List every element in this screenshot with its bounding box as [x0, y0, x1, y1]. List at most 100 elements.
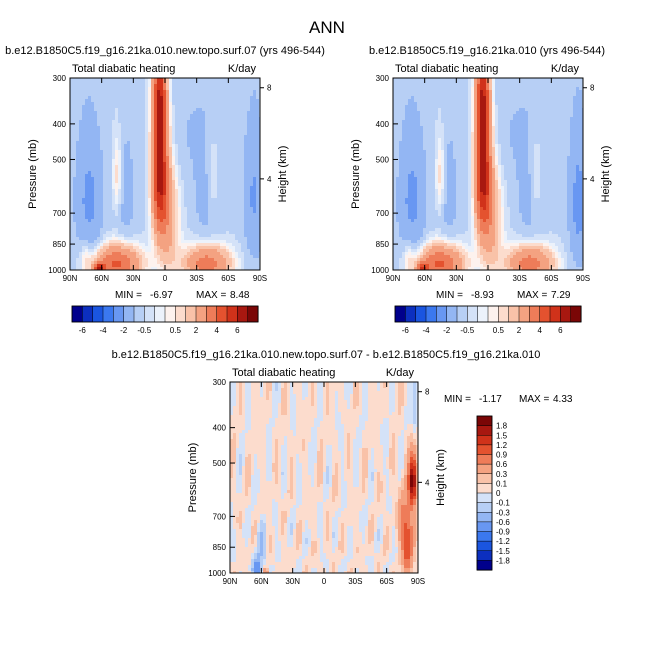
heatmap-cell [408, 144, 412, 148]
heatmap-cell [393, 210, 397, 214]
heatmap-cell [88, 234, 92, 238]
heatmap-cell [136, 186, 140, 190]
heatmap-cell [229, 108, 233, 112]
heatmap-cell [405, 192, 409, 196]
heatmap-cell [166, 81, 170, 85]
heatmap-cell [124, 114, 128, 118]
heatmap-cell [94, 201, 98, 205]
heatmap-cell [411, 258, 415, 262]
heatmap-cell [148, 207, 152, 211]
heatmap-cell [163, 117, 167, 121]
heatmap-cell [172, 135, 176, 139]
heatmap-cell [181, 186, 185, 190]
heatmap-cell [121, 141, 125, 145]
heatmap-cell [423, 255, 427, 259]
heatmap-cell [85, 207, 89, 211]
heatmap-cell [181, 219, 185, 223]
heatmap-cell [414, 195, 418, 199]
heatmap-cell [226, 156, 230, 160]
heatmap-cell [184, 219, 188, 223]
heatmap-cell [82, 189, 86, 193]
heatmap-cell [223, 204, 227, 208]
heatmap-cell [88, 222, 92, 226]
heatmap-cell [399, 111, 403, 115]
heatmap-cell [229, 240, 233, 244]
heatmap-cell [70, 147, 74, 151]
heatmap-cell [226, 87, 230, 91]
heatmap-cell [121, 156, 125, 160]
heatmap-cell [196, 156, 200, 160]
heatmap-cell [109, 159, 113, 163]
heatmap-cell [73, 216, 77, 220]
heatmap-cell [112, 138, 116, 142]
heatmap-cell [232, 171, 236, 175]
heatmap-cell [118, 123, 122, 127]
heatmap-cell [88, 192, 92, 196]
heatmap-cell [139, 246, 143, 250]
heatmap-cell [199, 147, 203, 151]
heatmap-cell [220, 174, 224, 178]
heatmap-cell [163, 222, 167, 226]
heatmap-cell [208, 102, 212, 106]
heatmap-cell [118, 177, 122, 181]
heatmap-cell [393, 222, 397, 226]
heatmap-cell [139, 99, 143, 103]
heatmap-cell [163, 147, 167, 151]
heatmap-cell [151, 246, 155, 250]
heatmap-cell [139, 105, 143, 109]
heatmap-cell [139, 219, 143, 223]
heatmap-cell [82, 117, 86, 121]
heatmap-cell [214, 90, 218, 94]
heatmap-cell [414, 255, 418, 259]
heatmap-cell [88, 267, 92, 270]
heatmap-cell [181, 198, 185, 202]
heatmap-cell [223, 138, 227, 142]
heatmap-cell [184, 222, 188, 226]
heatmap-cell [184, 231, 188, 235]
heatmap-cell [202, 252, 206, 256]
heatmap-cell [184, 159, 188, 163]
heatmap-cell [220, 189, 224, 193]
heatmap-cell [118, 216, 122, 220]
heatmap-cell [172, 177, 176, 181]
heatmap-cell [151, 258, 155, 262]
heatmap-cell [133, 246, 137, 250]
heatmap-cell [417, 153, 421, 157]
heatmap-cell [247, 192, 251, 196]
heatmap-cell [88, 204, 92, 208]
heatmap-cell [420, 255, 424, 259]
heatmap-cell [417, 222, 421, 226]
heatmap-cell [208, 192, 212, 196]
heatmap-cell [106, 180, 110, 184]
heatmap-cell [235, 153, 239, 157]
heatmap-cell [208, 93, 212, 97]
heatmap-cell [163, 153, 167, 157]
heatmap-cell [70, 165, 74, 169]
heatmap-cell [393, 204, 397, 208]
heatmap-cell [91, 225, 95, 229]
heatmap-cell [103, 117, 107, 121]
heatmap-cell [118, 261, 122, 265]
heatmap-cell [97, 201, 101, 205]
heatmap-cell [148, 117, 152, 121]
heatmap-cell [169, 177, 173, 181]
heatmap-cell [190, 156, 194, 160]
heatmap-cell [426, 234, 430, 238]
heatmap-cell [253, 228, 257, 232]
heatmap-cell [417, 210, 421, 214]
heatmap-cell [142, 237, 146, 241]
heatmap-cell [202, 141, 206, 145]
heatmap-cell [88, 141, 92, 145]
heatmap-cell [175, 183, 179, 187]
heatmap-cell [396, 213, 400, 217]
heatmap-cell [172, 216, 176, 220]
heatmap-cell [148, 180, 152, 184]
heatmap-cell [238, 249, 242, 253]
heatmap-cell [157, 105, 161, 109]
heatmap-cell [148, 267, 152, 270]
heatmap-cell [232, 174, 236, 178]
heatmap-cell [115, 129, 119, 133]
heatmap-cell [232, 201, 236, 205]
heatmap-cell [115, 198, 119, 202]
heatmap-cell [145, 216, 149, 220]
